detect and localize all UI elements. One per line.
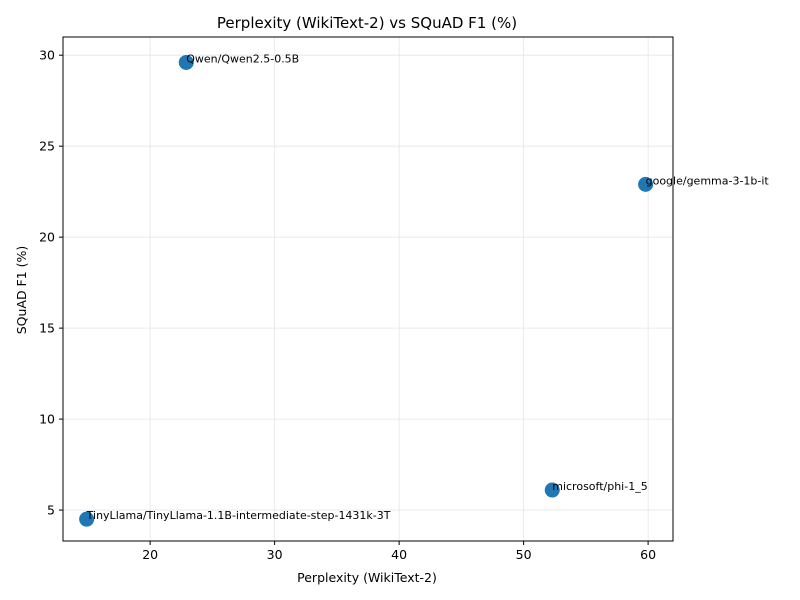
data-point [178, 54, 194, 70]
x-axis-ticks: 20 30 40 50 60 [142, 541, 656, 562]
data-point [79, 511, 95, 527]
x-axis-label: Perplexity (WikiText-2) [297, 570, 437, 585]
x-tick-label: 60 [640, 547, 656, 562]
y-tick-label: 5 [47, 503, 55, 518]
data-point-label: Qwen/Qwen2.5-0.5B [186, 52, 299, 65]
data-point [638, 176, 654, 192]
data-points [79, 54, 654, 527]
y-tick-label: 30 [39, 48, 55, 63]
y-tick-label: 10 [39, 412, 55, 427]
x-tick-label: 20 [142, 547, 158, 562]
data-point-label: microsoft/phi-1_5 [552, 480, 647, 493]
chart-title: Perplexity (WikiText-2) vs SQuAD F1 (%) [217, 14, 517, 32]
y-tick-label: 25 [39, 139, 55, 154]
x-tick-label: 30 [267, 547, 283, 562]
plot-area-frame [62, 36, 674, 542]
y-axis-label: SQuAD F1 (%) [14, 246, 29, 335]
x-tick-label: 40 [391, 547, 407, 562]
data-point [544, 482, 560, 498]
point-labels: Qwen/Qwen2.5-0.5B google/gemma-3-1b-it mic… [86, 52, 770, 522]
y-tick-label: 20 [39, 230, 55, 245]
data-point-label: google/gemma-3-1b-it [646, 174, 770, 187]
data-point-label: TinyLlama/TinyLlama-1.1B-intermediate-st… [86, 509, 391, 522]
y-axis-ticks: 5 10 15 20 25 30 [39, 48, 63, 518]
x-tick-label: 50 [516, 547, 532, 562]
grid-lines [63, 37, 673, 541]
y-tick-label: 15 [39, 321, 55, 336]
